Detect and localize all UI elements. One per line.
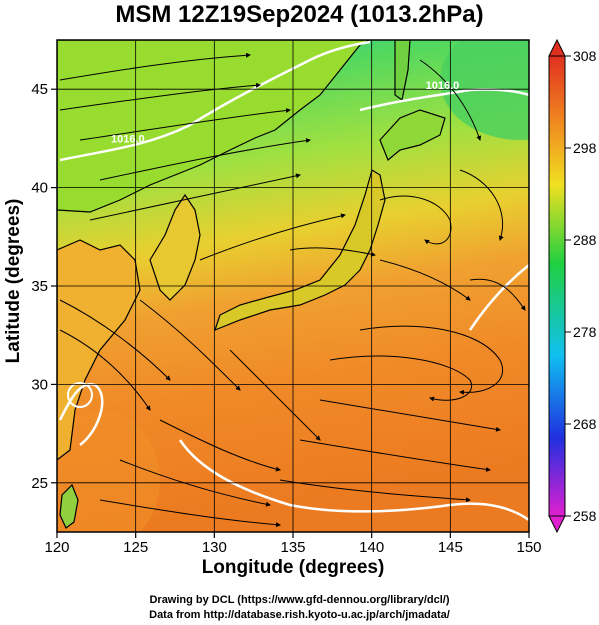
colorbar-tick-label: 278	[573, 324, 597, 340]
colorbar-tick-label: 288	[573, 232, 597, 248]
x-tick-label: 125	[123, 539, 148, 556]
colorbar	[548, 55, 566, 517]
isobar-lines	[58, 40, 529, 522]
land-china-coast	[57, 239, 141, 461]
map-title: MSM 12Z19Sep2024 (1013.2hPa)	[115, 1, 484, 28]
y-tick-label: 25	[31, 475, 48, 492]
x-tick-label: 135	[280, 539, 305, 556]
x-tick-label: 140	[359, 539, 384, 556]
land-korea	[149, 193, 201, 301]
colorbar-top-triangle	[548, 38, 566, 57]
x-tick-label: 130	[202, 539, 227, 556]
x-tick-label: 120	[44, 539, 69, 556]
x-tick-label: 150	[516, 539, 541, 556]
warm-patch	[57, 410, 160, 532]
y-tick-label: 35	[31, 278, 48, 295]
cyclone-center	[67, 382, 93, 408]
y-tick-label: 45	[31, 81, 48, 98]
colorbar-tick-label: 298	[573, 140, 597, 156]
colorbar-tick-label: 308	[573, 48, 597, 64]
x-tick-label: 145	[438, 539, 463, 556]
land-sakhalin	[394, 40, 411, 102]
y-tick-label: 40	[31, 180, 48, 197]
contour-label: 1016.0	[111, 133, 145, 145]
land-japan	[214, 169, 386, 332]
x-axis-label: Longitude (degrees)	[201, 557, 385, 578]
land-taiwan	[59, 483, 79, 529]
colorbar-tick-label: 258	[573, 508, 597, 524]
y-tick-label: 30	[31, 376, 48, 393]
credit-data: Data from http://database.rish.kyoto-u.a…	[149, 609, 450, 621]
colorbar-tick-label: 268	[573, 416, 597, 432]
credit-drawing: Drawing by DCL (https://www.gfd-dennou.o…	[149, 594, 450, 606]
contour-label: 1016.0	[426, 80, 460, 92]
land-hokkaido	[379, 109, 446, 161]
cool-patch	[440, 40, 529, 140]
y-axis-label: Latitude (degrees)	[3, 198, 24, 364]
colorbar-bottom-triangle	[548, 515, 566, 534]
